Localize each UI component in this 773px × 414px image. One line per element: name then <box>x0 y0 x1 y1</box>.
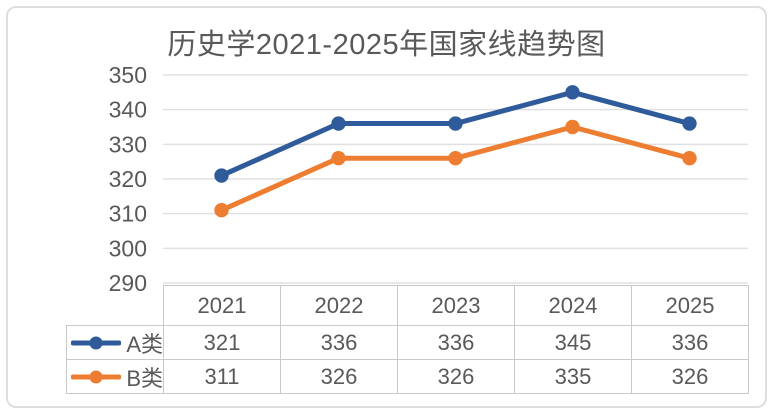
table-header-row: 2021 2022 2023 2024 2025 <box>66 285 749 326</box>
y-axis-tick-label: 310 <box>109 201 147 227</box>
y-axis-tick-label: 350 <box>109 62 147 88</box>
y-axis-tick-label: 320 <box>109 166 147 192</box>
value-cell: 326 <box>397 359 515 394</box>
series-a-label: A类 <box>126 331 163 357</box>
table-row-series-b: B类 311 326 326 335 326 <box>66 359 749 394</box>
value-cell: 336 <box>397 325 515 360</box>
value-cell: 345 <box>514 325 632 360</box>
year-header: 2024 <box>514 285 632 326</box>
value-cell: 321 <box>163 325 281 360</box>
data-point-marker <box>214 168 229 183</box>
table-corner-cell <box>66 285 164 326</box>
year-header: 2022 <box>280 285 398 326</box>
data-point-marker <box>448 116 463 131</box>
chart-card: 历史学2021-2025年国家线趋势图 350 340 330 320 310 300 29… <box>6 6 767 408</box>
data-point-marker <box>331 151 346 166</box>
value-cell: 326 <box>631 359 749 394</box>
value-cell: 336 <box>280 325 398 360</box>
data-point-marker <box>682 151 697 166</box>
legend-cell-series-a: A类 <box>66 325 164 360</box>
series-b-legend-key-icon <box>71 370 122 383</box>
y-axis-tick-label: 330 <box>109 131 147 157</box>
year-header: 2025 <box>631 285 749 326</box>
value-cell: 311 <box>163 359 281 394</box>
data-point-marker <box>331 116 346 131</box>
data-point-marker <box>448 151 463 166</box>
data-point-marker <box>682 116 697 131</box>
legend-cell-series-b: B类 <box>66 359 164 394</box>
chart-title: 历史学2021-2025年国家线趋势图 <box>167 29 606 61</box>
data-point-marker <box>565 85 580 100</box>
value-cell: 335 <box>514 359 632 394</box>
data-point-marker <box>214 203 229 218</box>
table-row-series-a: A类 321 336 336 345 336 <box>66 325 749 360</box>
year-header: 2023 <box>397 285 515 326</box>
value-cell: 326 <box>280 359 398 394</box>
y-axis-tick-label: 340 <box>109 97 147 123</box>
year-header: 2021 <box>163 285 281 326</box>
y-axis-tick-label: 300 <box>109 235 147 261</box>
chart-data-table: 2021 2022 2023 2024 2025 A类 321 336 336 … <box>66 285 749 394</box>
value-cell: 336 <box>631 325 749 360</box>
series-a-legend-key-icon <box>71 336 122 349</box>
data-point-marker <box>565 119 580 135</box>
series-b-label: B类 <box>126 365 163 391</box>
series-line-b <box>219 124 692 213</box>
